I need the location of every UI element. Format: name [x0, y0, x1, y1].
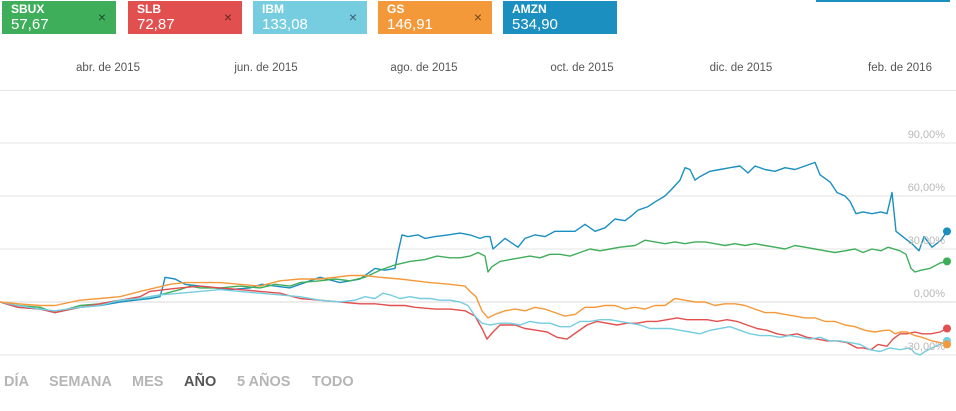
- x-axis: abr. de 2015 jun. de 2015 ago. de 2015 o…: [0, 62, 956, 82]
- y-tick-label: 30,00%: [908, 235, 946, 247]
- ticker-value: 146,91: [387, 16, 433, 33]
- series-line-sbux: [0, 239, 948, 314]
- x-tick-label: jun. de 2015: [234, 62, 298, 74]
- end-marker-sbux: [943, 257, 951, 266]
- end-marker-gs: [943, 340, 951, 349]
- ticker-value: 133,08: [262, 16, 308, 33]
- top-accent-line: [816, 0, 950, 2]
- close-icon[interactable]: ×: [97, 9, 106, 25]
- series-line-ibm: [0, 288, 948, 356]
- ticker-ibm[interactable]: IBM 133,08 ×: [253, 1, 367, 34]
- ticker-value: 57,67: [11, 16, 49, 33]
- range-5years-button[interactable]: 5 AÑOS: [237, 374, 291, 390]
- ticker-value: 534,90: [512, 16, 558, 33]
- y-axis-labels: 90,00% 60,00% 30,00% 0,00% -30,00%: [904, 129, 945, 353]
- ticker-symbol: IBM: [262, 2, 284, 16]
- range-week-button[interactable]: SEMANA: [49, 374, 112, 390]
- range-all-button[interactable]: TODO: [312, 374, 354, 390]
- x-tick-label: abr. de 2015: [76, 62, 140, 74]
- range-day-button[interactable]: DÍA: [4, 374, 29, 390]
- ticker-symbol: SLB: [137, 2, 161, 16]
- y-tick-label: 0,00%: [914, 288, 945, 300]
- chart-top-border: [0, 90, 956, 91]
- x-tick-label: feb. de 2016: [868, 62, 932, 74]
- close-icon[interactable]: ×: [223, 9, 232, 25]
- ticker-slb[interactable]: SLB 72,87 ×: [128, 1, 242, 34]
- y-tick-label: -30,00%: [904, 341, 945, 353]
- ticker-value: 72,87: [137, 16, 175, 33]
- x-tick-label: oct. de 2015: [550, 62, 614, 74]
- series-end-markers: [943, 227, 951, 349]
- series-lines: [0, 161, 948, 356]
- gridlines: [0, 142, 956, 356]
- range-month-button[interactable]: MES: [132, 374, 164, 390]
- y-tick-label: 90,00%: [908, 129, 946, 141]
- close-icon[interactable]: ×: [348, 9, 357, 25]
- x-tick-label: dic. de 2015: [709, 62, 773, 74]
- series-line-gs: [0, 274, 948, 346]
- y-tick-label: 60,00%: [908, 182, 946, 194]
- end-marker-amzn: [943, 227, 951, 236]
- close-icon[interactable]: ×: [473, 9, 482, 25]
- series-line-amzn: [0, 161, 948, 314]
- ticker-symbol: GS: [387, 2, 405, 16]
- ticker-sbux[interactable]: SBUX 57,67 ×: [2, 1, 116, 34]
- range-year-button[interactable]: AÑO: [184, 374, 217, 390]
- ticker-gs[interactable]: GS 146,91 ×: [378, 1, 492, 34]
- x-tick-label: ago. de 2015: [390, 62, 458, 74]
- ticker-symbol: SBUX: [11, 2, 45, 16]
- line-chart: 90,00% 60,00% 30,00% 0,00% -30,00%: [0, 129, 956, 356]
- ticker-bar: SBUX 57,67 × SLB 72,87 × IBM 133,08 × GS…: [0, 0, 956, 36]
- ticker-symbol: AMZN: [512, 2, 547, 16]
- ticker-amzn[interactable]: AMZN 534,90: [503, 1, 617, 34]
- end-marker-slb: [943, 324, 951, 333]
